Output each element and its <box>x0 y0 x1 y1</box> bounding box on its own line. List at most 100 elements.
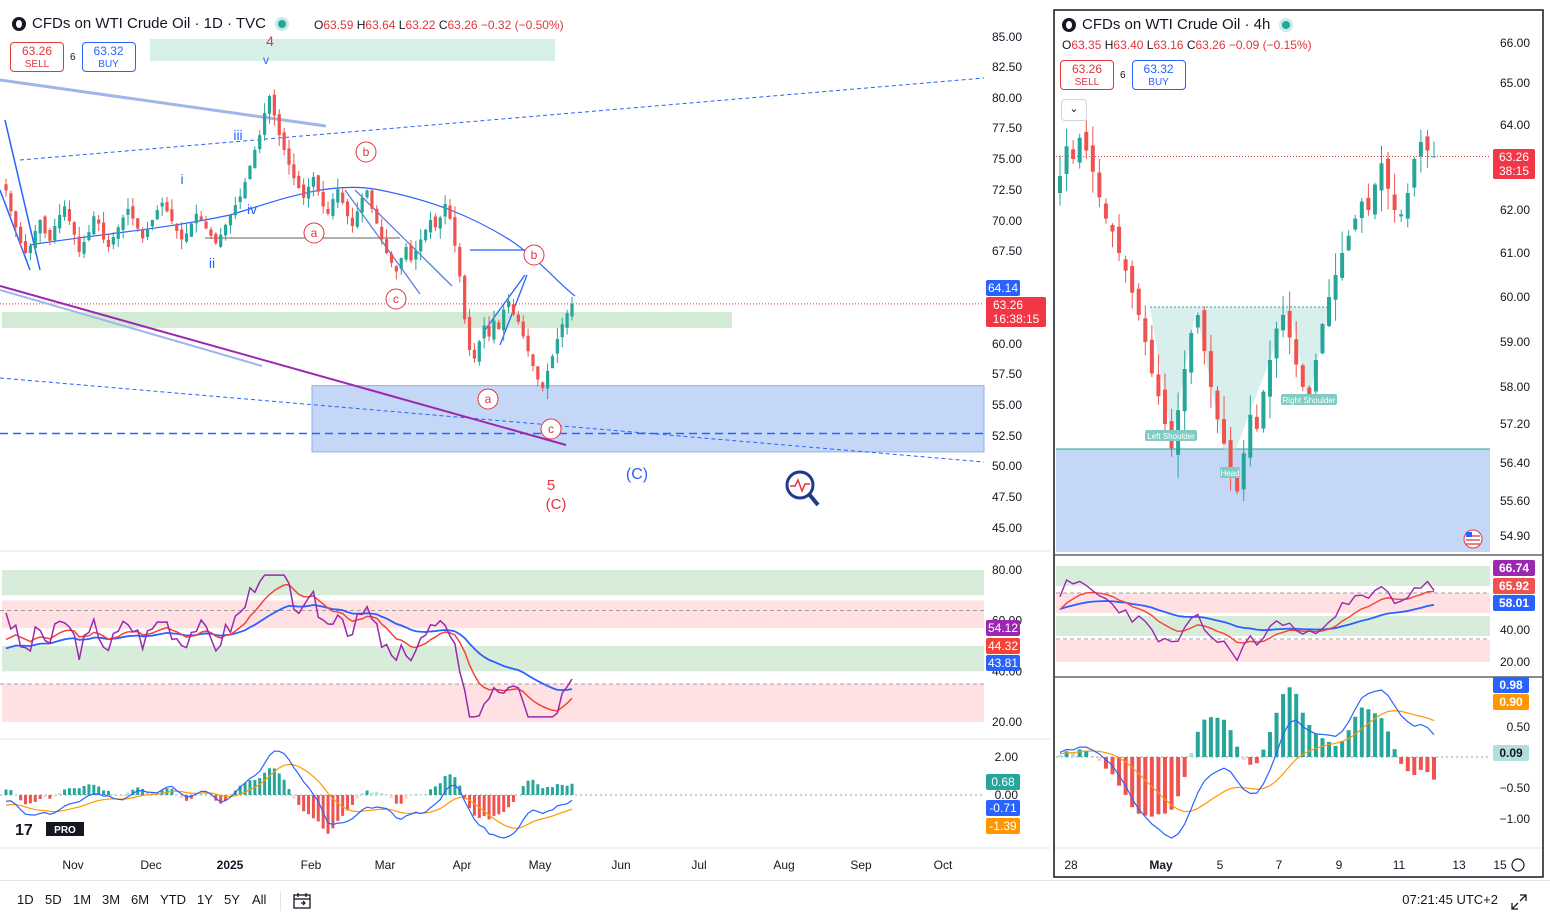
side-macd-histogram-bar <box>1163 757 1167 814</box>
side-candle-body <box>1124 259 1128 270</box>
side-candle-body <box>1393 195 1397 210</box>
candle-body <box>156 210 159 219</box>
side-macd-histogram-bar <box>1307 725 1311 757</box>
side-macd-histogram-bar <box>1334 746 1338 757</box>
macd-histogram-bar <box>180 795 183 798</box>
candle-body <box>370 191 373 209</box>
candle-body <box>341 193 344 203</box>
candle-body <box>87 232 90 240</box>
side-candle-body <box>1229 440 1233 472</box>
side-macd-histogram-bar <box>1419 757 1423 770</box>
side-rsi-ma-tag-bg <box>1493 578 1535 594</box>
macd-histogram-bar <box>424 794 427 795</box>
candle-body <box>190 224 193 237</box>
range-1d-button[interactable]: 1D <box>17 892 34 907</box>
side-time-tick-label: 9 <box>1336 858 1343 872</box>
side-macd-signal-line <box>1060 711 1434 812</box>
candle-body <box>63 206 66 217</box>
candle-body <box>9 193 12 211</box>
macd-histogram-bar <box>385 794 388 795</box>
range-5d-button[interactable]: 5D <box>45 892 62 907</box>
side-rsi-ma-tag: 65.92 <box>1499 579 1529 593</box>
side-macd-histogram-bar <box>1215 718 1219 757</box>
candle-body <box>34 231 37 248</box>
macd-histogram-bar <box>112 794 115 795</box>
side-time-tick-label: May <box>1149 858 1173 872</box>
side-macd-histogram-bar <box>1288 687 1292 757</box>
candle-body <box>356 211 359 227</box>
candle-body <box>131 206 134 218</box>
side-time-tick-label: 15 <box>1493 858 1507 872</box>
utc-clock[interactable]: 07:21:45 UTC+2 <box>1402 892 1498 907</box>
candle-body <box>170 209 173 221</box>
side-macd-histogram-bar <box>1432 757 1436 780</box>
side-candle-body <box>1419 142 1423 156</box>
range-ytd-button[interactable]: YTD <box>160 892 186 907</box>
macd-histogram-bar <box>527 781 530 795</box>
market-open-icon <box>278 20 286 28</box>
macd-histogram-bar <box>312 795 315 818</box>
main-symbol-title[interactable]: CFDs on WTI Crude Oil · 1D · TVC <box>32 15 266 32</box>
wave-label-blue: i <box>180 171 183 187</box>
time-tick-label: Aug <box>773 858 794 872</box>
side-candle-body <box>1366 198 1370 210</box>
range-6m-button[interactable]: 6M <box>131 892 149 907</box>
candle-body <box>536 366 539 379</box>
toolbar-divider <box>280 891 281 911</box>
calendar-goto-icon[interactable] <box>292 891 314 911</box>
candle-body <box>161 203 164 207</box>
range-3m-button[interactable]: 3M <box>102 892 120 907</box>
side-macd-histogram-bar <box>1078 749 1082 757</box>
us-flag-canton <box>1466 532 1472 537</box>
side-rsi-green-zone <box>1056 566 1490 586</box>
price-tick-label: 55.00 <box>992 398 1022 412</box>
range-5y-button[interactable]: 5Y <box>224 892 240 907</box>
range-1m-button[interactable]: 1M <box>73 892 91 907</box>
side-macd-histogram-bar <box>1340 741 1344 757</box>
side-candle-body <box>1320 324 1324 353</box>
candle-body <box>287 148 290 164</box>
side-macd-histogram-bar <box>1150 757 1154 817</box>
price-tick-label: 45.00 <box>992 521 1022 535</box>
side-macd-histogram-bar <box>1425 757 1429 772</box>
side-macd-hist-tag: 0.09 <box>1499 746 1523 760</box>
side-candle-body <box>1334 275 1338 300</box>
side-candle-body <box>1097 173 1101 198</box>
candle-body <box>195 214 198 224</box>
collapse-legend-button[interactable]: ⌄ <box>1061 99 1087 121</box>
side-macd-histogram-bar <box>1314 734 1318 757</box>
last-price-countdown: 16:38:15 <box>993 312 1040 326</box>
candle-body <box>185 233 188 241</box>
range-all-button[interactable]: All <box>252 892 266 907</box>
candle-body <box>234 205 237 215</box>
range-1y-button[interactable]: 1Y <box>197 892 213 907</box>
macd-histogram-bar <box>5 789 8 795</box>
candle-body <box>497 322 500 329</box>
price-tick-label: 85.00 <box>992 30 1022 44</box>
candle-body <box>268 96 271 114</box>
rsi-mid-green-zone <box>2 646 984 671</box>
main-spread: 6 <box>70 52 76 63</box>
candle-body <box>43 216 46 233</box>
side-macd-histogram-bar <box>1373 713 1377 757</box>
fullscreen-icon[interactable] <box>1510 893 1528 911</box>
side-rsi-mid-zone <box>1056 616 1490 636</box>
side-macd-histogram-bar <box>1412 757 1416 775</box>
candle-body <box>414 251 417 260</box>
time-tick-label: Mar <box>375 858 396 872</box>
rsi-tick-label: 80.00 <box>992 563 1022 577</box>
candle-body <box>151 220 154 226</box>
macd-histogram-bar <box>366 791 369 795</box>
side-symbol-title[interactable]: CFDs on WTI Crude Oil · 4h <box>1082 16 1270 33</box>
side-time-tick-label: 28 <box>1064 858 1078 872</box>
macd-histogram-bar <box>73 788 76 795</box>
side-candle-body <box>1104 204 1108 219</box>
side-candle-body <box>1196 315 1200 327</box>
hs-label-bg <box>1145 430 1197 441</box>
